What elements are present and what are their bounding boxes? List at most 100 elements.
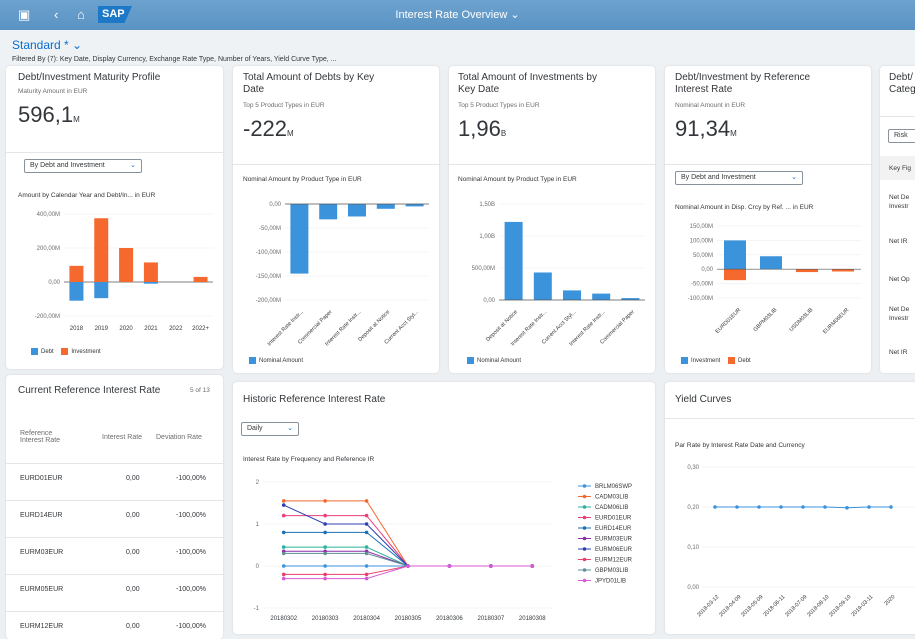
data-point xyxy=(281,551,286,556)
home-icon[interactable]: ⌂ xyxy=(77,7,85,22)
investment-bar xyxy=(724,240,746,270)
x-tick-label: 20180305 xyxy=(395,616,422,622)
reference-cell: EURM03EUR xyxy=(20,549,64,556)
yield-curves-card[interactable]: Yield Curves Par Rate by Interest Rate D… xyxy=(665,382,915,634)
table-row[interactable]: EURD14EUR 0,00 -100,00% xyxy=(6,500,223,530)
col-header-interest-rate: Interest Rate xyxy=(102,434,143,441)
card-title: Debt/Investment by Reference Interest Rat… xyxy=(675,72,811,95)
chart-title: Interest Rate by Frequency and Reference… xyxy=(243,456,375,463)
legend-marker xyxy=(582,505,587,509)
y-tick-label: 0,00 xyxy=(48,280,60,286)
bar xyxy=(592,293,611,300)
data-point xyxy=(364,551,369,556)
x-tick-label: EURD01EUR xyxy=(715,307,743,335)
current-rate-card[interactable]: Current Reference Interest Rate 5 of 13 … xyxy=(6,375,223,639)
chart-title: Amount by Calendar Year and Debt/In... i… xyxy=(18,192,156,199)
data-point xyxy=(281,564,286,568)
historic-chart: 2 1 0 -1 20180302 20180303 20180304 20180305 201… xyxy=(254,480,633,622)
bar xyxy=(376,204,395,209)
investment-bar xyxy=(69,265,84,282)
investment-bar xyxy=(143,262,158,282)
y-tick-label: 500,00M xyxy=(472,266,495,272)
table-row[interactable]: EURM03EUR 0,00 -100,00% xyxy=(6,537,223,567)
deviation-cell: -100,00% xyxy=(176,475,206,482)
legend-marker xyxy=(582,515,587,520)
y-tick-label: 50,00M xyxy=(693,253,713,259)
chart-legend: Debt Investment xyxy=(31,348,101,355)
series-line xyxy=(283,504,533,567)
card-title: Debt/Investment Maturity Profile xyxy=(18,72,161,83)
legend-marker xyxy=(582,568,587,572)
investments-card[interactable]: Total Amount of Investments by Key Date T… xyxy=(449,66,655,373)
data-point xyxy=(845,506,849,510)
data-point xyxy=(364,545,369,549)
data-point xyxy=(364,530,369,535)
back-icon[interactable]: ‹ xyxy=(54,7,59,22)
data-point xyxy=(281,545,286,549)
y-tick-label: -100,00M xyxy=(688,296,713,302)
table-row[interactable]: EURM12EUR 0,00 -100,00% xyxy=(6,611,223,639)
table-cell: Investr xyxy=(889,315,909,322)
card-title: Total Amount of Debts by Key Date xyxy=(243,72,375,95)
reference-cell: EURM12EUR xyxy=(20,623,64,630)
view-select[interactable]: By Debt and Investment ⌄ xyxy=(675,171,803,185)
data-point xyxy=(364,499,369,503)
kpi-value: -222M xyxy=(243,116,294,141)
col-header-deviation-rate: Deviation Rate xyxy=(156,434,202,441)
divider xyxy=(665,418,915,419)
investment-bar xyxy=(119,248,134,282)
historic-rate-card[interactable]: Historic Reference Interest Rate Daily ⌄ … xyxy=(233,382,655,634)
app-title-menu[interactable]: Interest Rate Overview ⌄ xyxy=(395,9,520,21)
y-tick-label: 0,30 xyxy=(687,465,699,471)
data-point xyxy=(281,499,286,503)
legend-debt: Debt xyxy=(31,348,54,355)
reference-rate-card[interactable]: Debt/Investment by Reference Interest Rat… xyxy=(665,66,871,373)
x-tick-label: 20180303 xyxy=(312,616,339,622)
x-tick-label: 2020 xyxy=(119,326,133,332)
x-tick-label: 2018 xyxy=(70,326,84,332)
variant-selector[interactable]: Standard * ⌄ xyxy=(12,38,83,52)
divider xyxy=(233,164,439,165)
debts-card[interactable]: Total Amount of Debts by Key Date Top 5 P… xyxy=(233,66,439,373)
legend-investment: Investment xyxy=(61,348,101,355)
deviation-cell: -100,00% xyxy=(176,512,206,519)
table-row[interactable]: EURM05EUR 0,00 -100,00% xyxy=(6,574,223,604)
legend-marker xyxy=(582,557,587,562)
x-tick-label: 2018-07-09 xyxy=(784,594,808,618)
rate-cell: 0,00 xyxy=(126,623,140,630)
debt-bar xyxy=(143,282,158,284)
legend-marker xyxy=(582,547,587,551)
shell-bar: ▣ ‹ ⌂ SAP Interest Rate Overview ⌄ xyxy=(0,0,915,30)
category-card[interactable]: Debt/Categ Risk Key Fig Net De Investr N… xyxy=(880,66,915,373)
y-tick-label: 0,00 xyxy=(483,298,495,304)
bar xyxy=(290,204,309,274)
legend-debt: Debt xyxy=(728,357,751,364)
x-tick-label: 2019-03-11 xyxy=(851,594,875,618)
y-tick-label: -50,00M xyxy=(259,226,281,232)
legend-marker xyxy=(582,578,587,583)
frequency-select[interactable]: Daily ⌄ xyxy=(241,422,299,436)
risk-select[interactable]: Risk xyxy=(888,129,915,143)
kpi-value: 596,1M xyxy=(18,102,80,127)
deviation-cell: -100,00% xyxy=(176,623,206,630)
y-tick-label: 0,00 xyxy=(687,585,699,591)
legend-investment: Investment xyxy=(681,357,720,364)
data-point xyxy=(823,505,827,509)
kpi-value: 1,96B xyxy=(458,116,507,141)
rate-cell: 0,00 xyxy=(126,475,140,482)
col-header-reference: Reference Interest Rate xyxy=(20,430,61,444)
x-tick-label: 20180302 xyxy=(270,616,297,622)
view-select[interactable]: By Debt and Investment ⌄ xyxy=(24,159,142,173)
y-tick-label: 0 xyxy=(256,564,260,570)
table-row[interactable]: EURD01EUR 0,00 -100,00% xyxy=(6,463,223,493)
card-subtitle: Top 5 Product Types in EUR xyxy=(458,102,540,109)
x-tick-label: 2018-09-10 xyxy=(828,594,852,618)
deviation-cell: -100,00% xyxy=(176,586,206,593)
data-point xyxy=(447,564,452,568)
data-point xyxy=(323,522,327,526)
y-tick-label: -50,00M xyxy=(691,282,713,288)
rate-cell: 0,00 xyxy=(126,586,140,593)
reference-cell: EURD14EUR xyxy=(20,512,63,519)
deviation-cell: -100,00% xyxy=(176,549,206,556)
maturity-profile-card[interactable]: Debt/Investment Maturity Profile Maturit… xyxy=(6,66,223,369)
